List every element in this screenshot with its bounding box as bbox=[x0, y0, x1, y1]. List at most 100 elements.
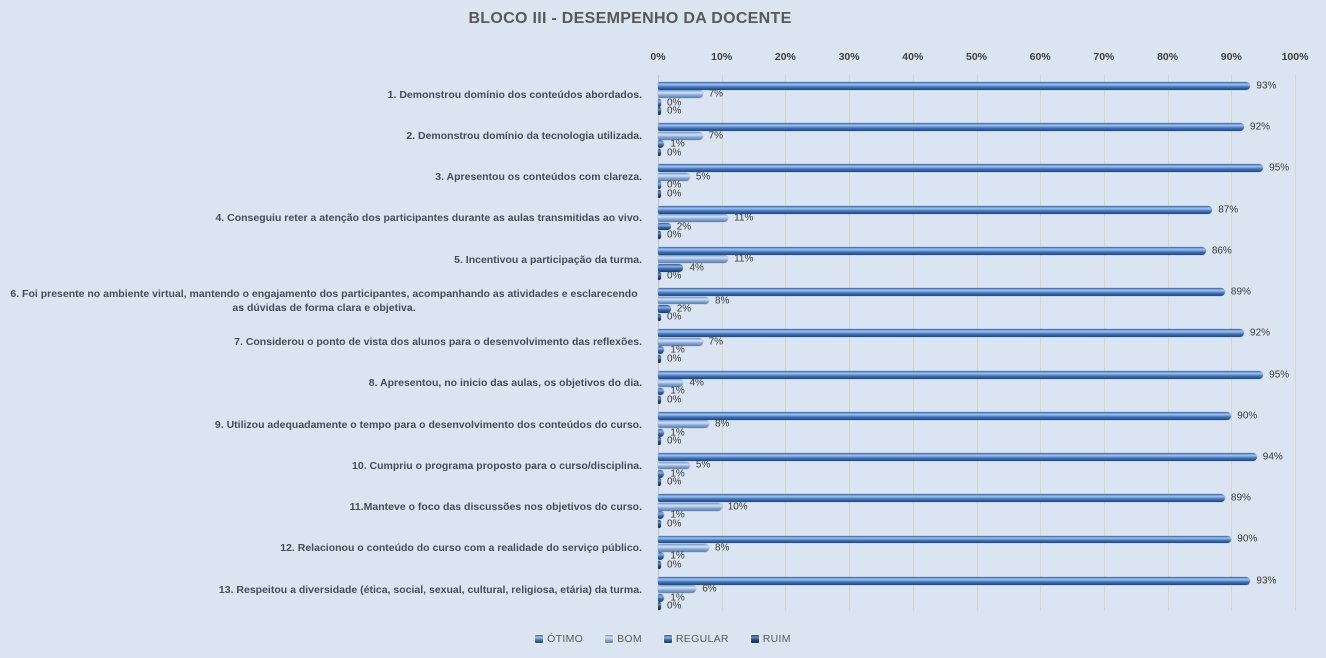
bar-ruim bbox=[658, 478, 661, 487]
bar-regular bbox=[658, 140, 665, 149]
category-label: 7. Considerou o ponto de vista dos aluno… bbox=[234, 336, 642, 349]
bar-timo bbox=[658, 535, 1232, 544]
bar-value-label: 4% bbox=[689, 262, 704, 274]
bar-timo bbox=[658, 329, 1245, 338]
bar-value-label: 0% bbox=[667, 600, 682, 612]
category-label: 12. Relacionou o conteúdo do curso com a… bbox=[280, 542, 642, 555]
bar-value-label: 0% bbox=[667, 270, 682, 282]
bar-value-label: 1% bbox=[670, 468, 685, 480]
category-label: 10. Cumpriu o programa proposto para o c… bbox=[352, 459, 642, 472]
bar-value-label: 2% bbox=[676, 303, 692, 315]
bar-bom bbox=[658, 255, 729, 264]
bar-value-label: 1% bbox=[670, 550, 685, 562]
x-axis-tick-label: 100% bbox=[1281, 51, 1309, 63]
bar-regular bbox=[658, 263, 684, 272]
category-label: 11.Manteve o foco das discussões nos obj… bbox=[349, 501, 642, 514]
gridline bbox=[849, 75, 851, 611]
gridline bbox=[721, 75, 723, 611]
bar-value-label: 0% bbox=[667, 229, 682, 241]
bar-bom bbox=[658, 461, 690, 470]
bar-ruim bbox=[658, 395, 661, 404]
x-axis-tick-label: 90% bbox=[1220, 51, 1242, 63]
category-label: 4. Conseguiu reter a atenção dos partici… bbox=[215, 212, 642, 225]
bar-timo bbox=[658, 494, 1225, 503]
bar-value-label: 4% bbox=[689, 377, 704, 389]
gridline bbox=[1103, 75, 1105, 611]
bar-ruim bbox=[658, 354, 661, 363]
bar-timo bbox=[658, 288, 1225, 297]
legend-swatch-icon bbox=[750, 635, 759, 643]
bar-value-label: 1% bbox=[670, 427, 685, 439]
bar-timo bbox=[658, 576, 1251, 585]
bar-timo bbox=[658, 453, 1257, 461]
x-axis-tick-label: 60% bbox=[1029, 51, 1051, 63]
gridline bbox=[1167, 75, 1169, 611]
bar-ruim bbox=[658, 602, 661, 610]
legend-item-bom: BOM bbox=[605, 633, 642, 645]
legend-item-regular: REGULAR bbox=[663, 633, 729, 645]
bar-value-label: 1% bbox=[670, 344, 685, 356]
bar-bom bbox=[658, 172, 690, 181]
bar-timo bbox=[658, 370, 1264, 379]
bar-value-label: 0% bbox=[667, 311, 682, 323]
bar-timo bbox=[658, 123, 1245, 132]
bar-value-label: 90% bbox=[1237, 533, 1258, 545]
legend-item-label: RUIM bbox=[762, 633, 791, 645]
bar-regular bbox=[658, 181, 661, 190]
bar-regular bbox=[658, 593, 665, 602]
bar-value-label: 5% bbox=[695, 171, 711, 183]
bar-regular bbox=[658, 428, 665, 437]
gridline bbox=[1295, 75, 1296, 611]
bar-value-label: 0% bbox=[667, 179, 682, 191]
category-label: 8. Apresentou, no inicio das aulas, os o… bbox=[368, 377, 642, 390]
bar-regular bbox=[658, 387, 665, 396]
bar-value-label: 0% bbox=[667, 188, 682, 200]
bar-ruim bbox=[658, 313, 661, 322]
bar-bom bbox=[658, 337, 703, 346]
bar-value-label: 0% bbox=[667, 435, 682, 447]
x-axis-tick-label: 50% bbox=[965, 51, 988, 63]
x-axis-tick-label: 30% bbox=[838, 51, 860, 63]
bar-ruim bbox=[658, 107, 661, 116]
bar-regular bbox=[658, 552, 665, 561]
bar-value-label: 5% bbox=[695, 459, 711, 471]
gridline bbox=[912, 75, 914, 611]
bar-ruim bbox=[658, 231, 661, 239]
legend-item-label: REGULAR bbox=[675, 633, 729, 645]
bar-value-label: 0% bbox=[667, 105, 682, 117]
bar-timo bbox=[658, 246, 1206, 255]
bar-value-label: 93% bbox=[1256, 575, 1277, 587]
bar-ruim bbox=[658, 189, 661, 198]
category-label: 3. Apresentou os conteúdos com clareza. bbox=[435, 171, 642, 184]
bar-regular bbox=[658, 346, 665, 355]
bar-bom bbox=[658, 90, 703, 99]
legend: ÓTIMO BOM REGULAR RUIM bbox=[0, 629, 1326, 649]
category-label: 13. Respeitou a diversidade (ética, soci… bbox=[218, 583, 642, 596]
bar-ruim bbox=[658, 519, 661, 528]
bar-value-label: 1% bbox=[670, 138, 685, 150]
bar-value-label: 8% bbox=[714, 542, 730, 554]
bar-value-label: 2% bbox=[676, 221, 692, 233]
bar-regular bbox=[658, 305, 671, 313]
legend-item-ruim: RUIM bbox=[750, 633, 791, 645]
bar-bom bbox=[658, 585, 697, 594]
bar-value-label: 93% bbox=[1256, 80, 1277, 92]
bar-bom bbox=[658, 379, 684, 387]
bar-bom bbox=[658, 543, 709, 552]
bar-timo bbox=[658, 411, 1232, 420]
x-axis-tick-label: 70% bbox=[1093, 51, 1115, 63]
category-axis: 1. Demonstrou domínio dos conteúdos abor… bbox=[6, 75, 650, 611]
category-label: 5. Incentivou a participação da turma. bbox=[454, 253, 642, 266]
bar-value-label: 87% bbox=[1218, 204, 1239, 216]
legend-item-label: BOM bbox=[617, 633, 642, 645]
bar-ruim bbox=[658, 437, 661, 446]
bar-value-label: 0% bbox=[667, 147, 682, 159]
bar-regular bbox=[658, 98, 661, 107]
bar-ruim bbox=[658, 560, 661, 569]
bar-regular bbox=[658, 222, 671, 231]
x-axis-tick-label: 80% bbox=[1157, 51, 1179, 63]
legend-item-timo: ÓTIMO bbox=[535, 633, 583, 645]
category-label: 1. Demonstrou domínio dos conteúdos abor… bbox=[387, 88, 642, 101]
bar-value-label: 0% bbox=[667, 559, 682, 571]
x-axis: 0% 10% 20% 30% 40% 50% 60% 70% 80% 90% 100% bbox=[650, 51, 1308, 67]
